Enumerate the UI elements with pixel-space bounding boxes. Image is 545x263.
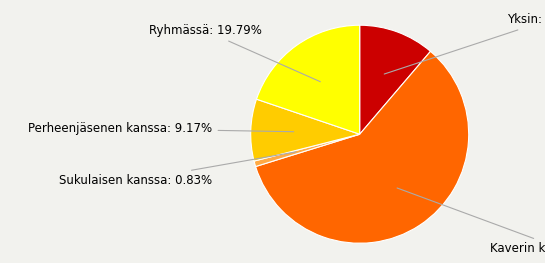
Wedge shape	[360, 25, 431, 134]
Text: Perheenjäsenen kanssa: 9.17%: Perheenjäsenen kanssa: 9.17%	[28, 122, 294, 135]
Wedge shape	[251, 99, 360, 161]
Text: Ryhmässä: 19.79%: Ryhmässä: 19.79%	[149, 24, 320, 82]
Wedge shape	[254, 134, 360, 166]
Text: Kaverin kanssa: 58.96%: Kaverin kanssa: 58.96%	[397, 188, 545, 255]
Wedge shape	[257, 25, 360, 134]
Text: Sukulaisen kanssa: 0.83%: Sukulaisen kanssa: 0.83%	[59, 152, 296, 186]
Text: Yksin: 11.25%: Yksin: 11.25%	[384, 13, 545, 74]
Wedge shape	[256, 51, 469, 243]
